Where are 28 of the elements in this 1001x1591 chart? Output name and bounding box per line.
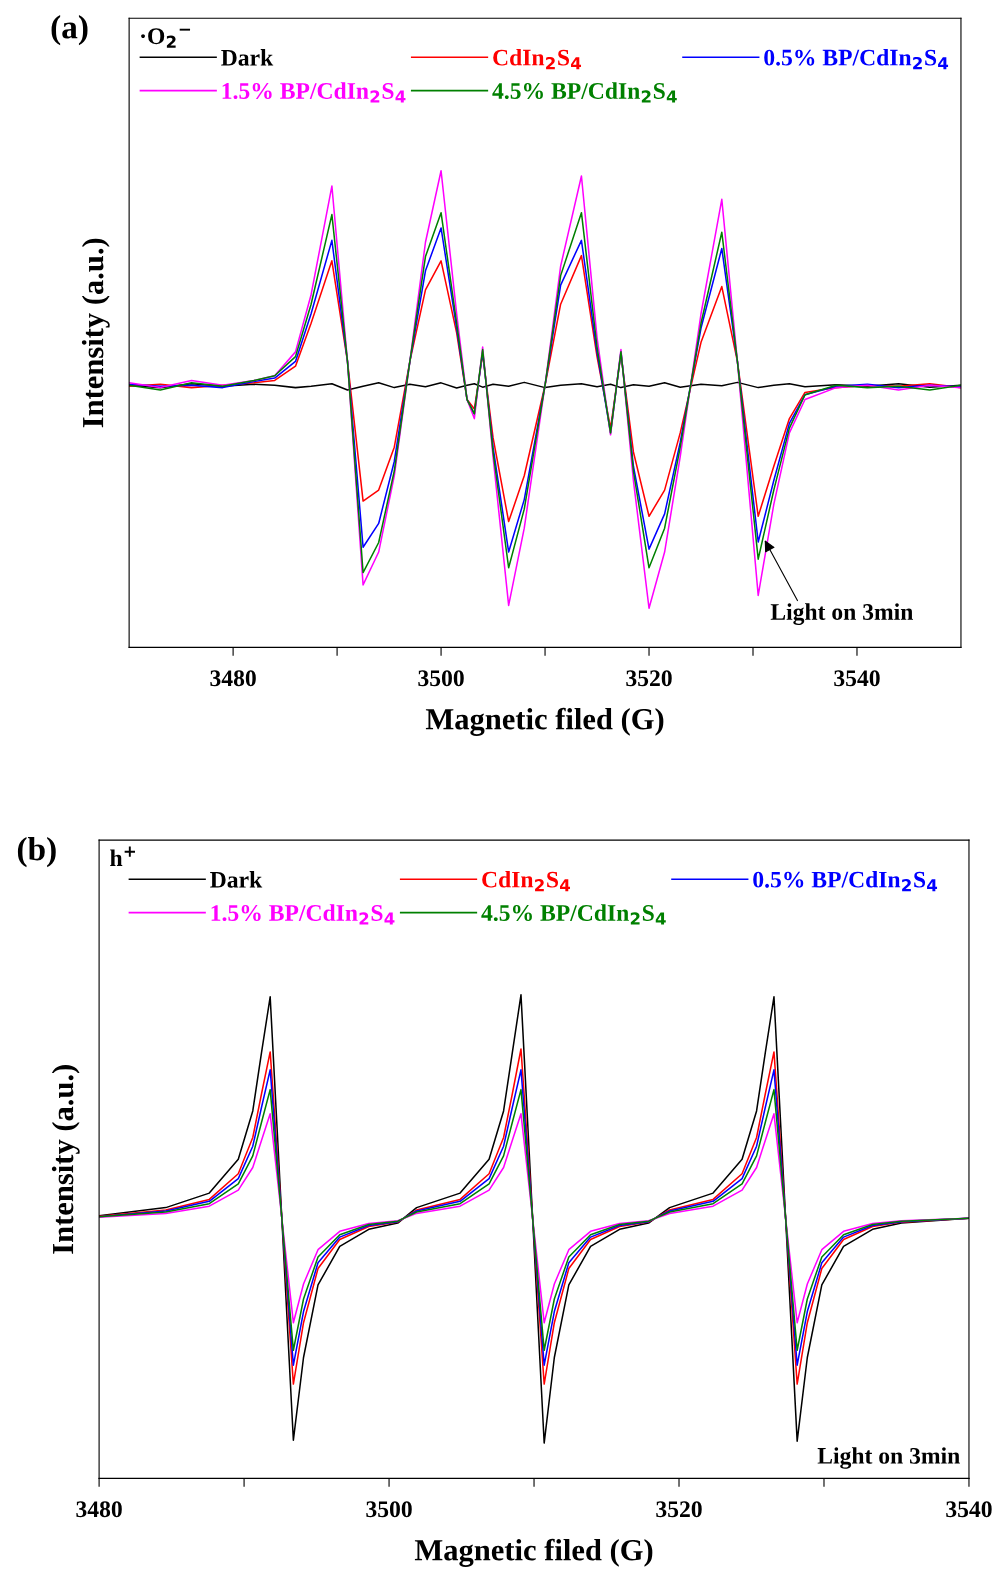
x-axis-title: Magnetic filed (G) [414,1538,653,1567]
legend-label: 0.5% BP/CdIn$_{2}$S$_{4}$ [764,48,949,70]
legend-label: CdIn$_{2}$S$_{4}$ [482,870,570,892]
chart-title: (a) [51,15,88,46]
chart-title: (b) [17,836,56,868]
text: h$^{+}$ [110,846,135,866]
x-tick-label: 3500 [418,670,464,687]
legend-label: 0.5% BP/CdIn$_{2}$S$_{4}$ [753,870,938,892]
x-tick-label: 3480 [210,670,256,687]
x-tick-label: 3520 [626,670,672,687]
x-tick-label: 3480 [76,1501,122,1518]
x-tick-label: 3520 [656,1501,702,1518]
y-axis-title: Intensity (a.u.) [81,238,110,428]
annotation: Light on 3min [817,1447,960,1469]
x-tick-label: 3540 [946,1501,992,1518]
legend-label: Dark [210,871,263,888]
x-axis-title: Magnetic filed (G) [425,707,664,736]
legend-label: 4.5% BP/CdIn$_{2}$S$_{4}$ [481,904,666,925]
legend-label: Dark [221,49,274,66]
y-axis-title: Intensity (a.u.) [51,1065,80,1254]
legend-label: 4.5% BP/CdIn$_{2}$S$_{4}$ [492,82,677,103]
x-tick-label: 3540 [834,670,880,687]
text: ·O$_{2}$$^{−}$ [141,28,191,48]
x-tick-label: 3500 [366,1501,412,1518]
annotation: Light on 3min [770,603,913,625]
legend-label: CdIn$_{2}$S$_{4}$ [493,48,582,70]
legend-label: 1.5% BP/CdIn$_{2}$S$_{4}$ [222,82,406,103]
legend-label: 1.5% BP/CdIn$_{2}$S$_{4}$ [211,904,395,925]
